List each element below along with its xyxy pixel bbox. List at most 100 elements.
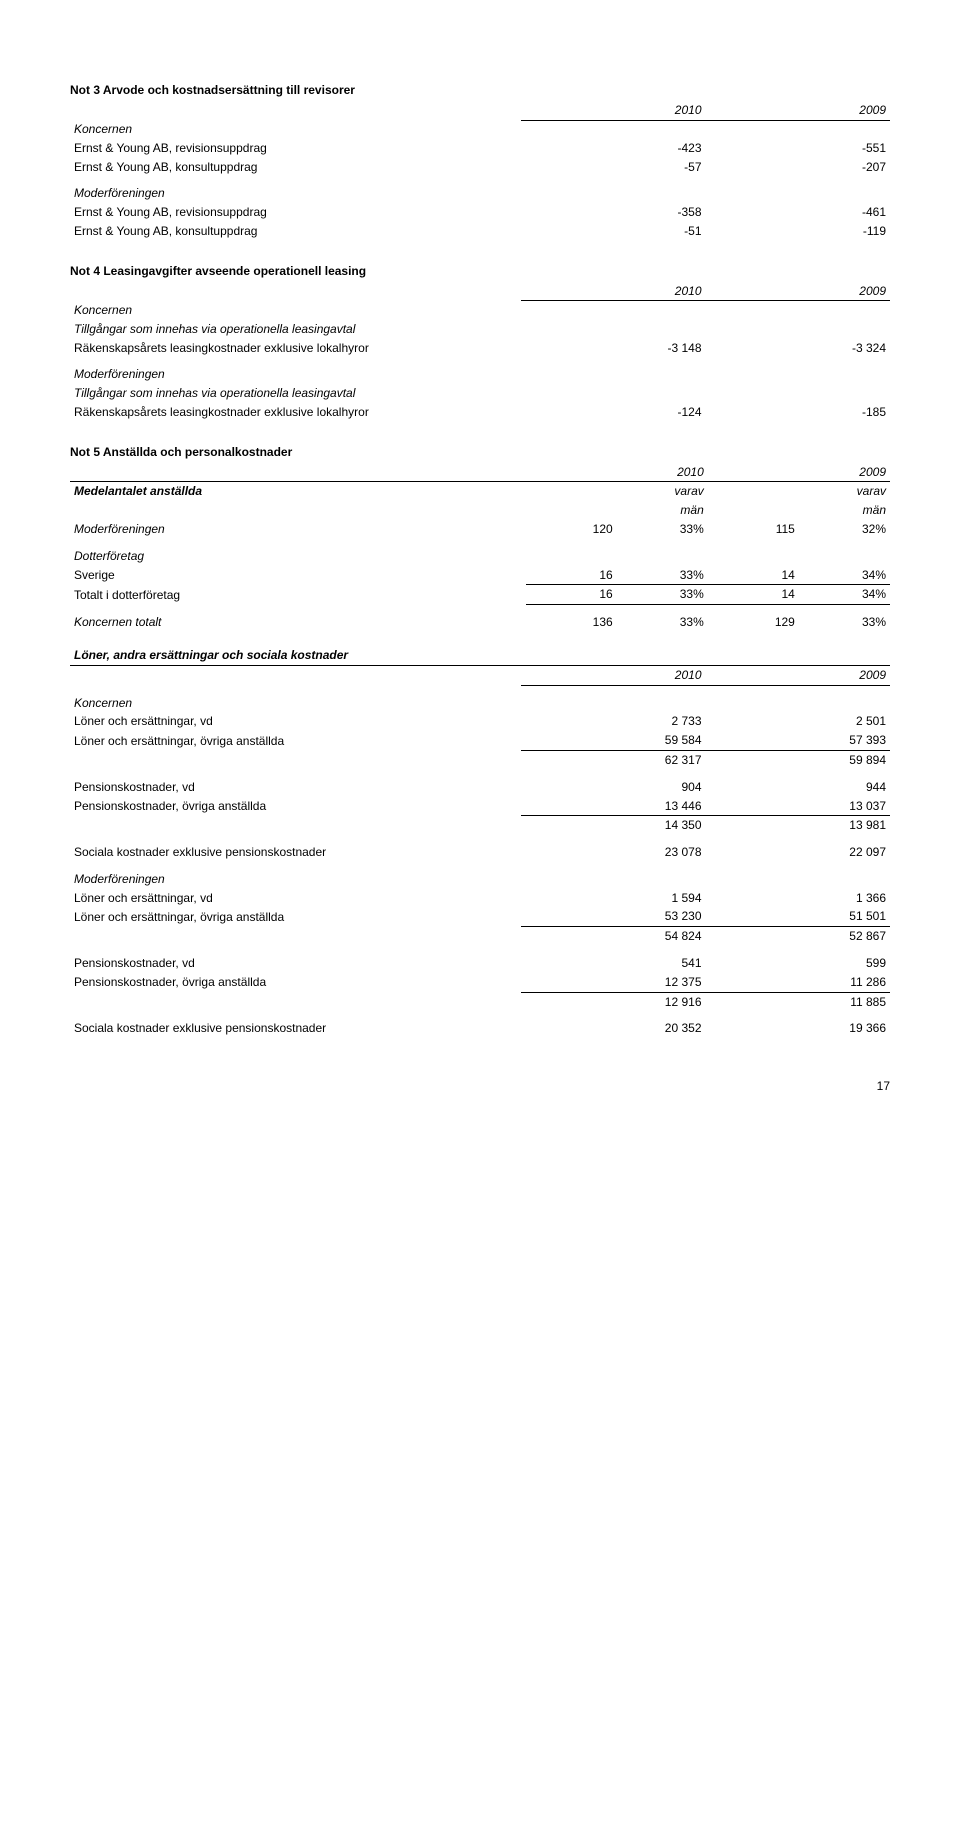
- loner-m-r4-v2: 11 286: [706, 973, 891, 992]
- loner-m-r2-v1: 53 230: [521, 907, 706, 926]
- not3-row3-v2: -461: [706, 203, 891, 222]
- not5-konctot-c2: 33%: [617, 613, 708, 632]
- loner-k-soc-label: Sociala kostnader exklusive pensionskost…: [70, 843, 521, 862]
- not4-row2-v1: -124: [521, 403, 706, 422]
- not3-row1-v1: -423: [521, 139, 706, 158]
- not3-row3-label: Ernst & Young AB, revisionsuppdrag: [70, 203, 521, 222]
- not5-konctot-label: Koncernen totalt: [70, 613, 526, 632]
- loner-k-r2-v2: 57 393: [706, 731, 891, 750]
- not5-totdott-c1: 16: [526, 585, 617, 605]
- not4-year2: 2009: [706, 282, 891, 301]
- not4-year1: 2010: [521, 282, 706, 301]
- loner-koncernen: Koncernen: [70, 694, 521, 713]
- loner-k-r3-label: Pensionskostnader, vd: [70, 778, 521, 797]
- not3-row2-v2: -207: [706, 158, 891, 177]
- loner-k-r2-label: Löner och ersättningar, övriga anställda: [70, 731, 521, 750]
- loner-m-r2-v2: 51 501: [706, 907, 891, 926]
- not4-table: 2010 2009 Koncernen Tillgångar som inneh…: [70, 282, 890, 422]
- not3-row4-v1: -51: [521, 222, 706, 241]
- loner-k-sum1-v2: 59 894: [706, 750, 891, 769]
- not5-sverige-c2: 33%: [617, 566, 708, 585]
- loner-m-r1-v1: 1 594: [521, 889, 706, 908]
- loner-m-soc-label: Sociala kostnader exklusive pensionskost…: [70, 1019, 521, 1038]
- loner-k-soc-v2: 22 097: [706, 843, 891, 862]
- not3-table: 2010 2009 Koncernen Ernst & Young AB, re…: [70, 101, 890, 241]
- not5-year2: 2009: [799, 463, 890, 482]
- loner-m-r4-v1: 12 375: [521, 973, 706, 992]
- not5-title: Not 5 Anställda och personalkostnader: [70, 444, 890, 461]
- not4-row2-label: Räkenskapsårets leasingkostnader exklusi…: [70, 403, 521, 422]
- loner-m-r1-v2: 1 366: [706, 889, 891, 908]
- loner-k-r4-label: Pensionskostnader, övriga anställda: [70, 797, 521, 816]
- loner-year2: 2009: [706, 665, 891, 685]
- not5-moder-c4: 32%: [799, 520, 890, 539]
- not5-man1: män: [617, 501, 708, 520]
- not5-sverige-c4: 34%: [799, 566, 890, 585]
- not5-moder-c1: 120: [526, 520, 617, 539]
- not5-sverige-label: Sverige: [70, 566, 526, 585]
- not3-row3-v1: -358: [521, 203, 706, 222]
- loner-m-r3-label: Pensionskostnader, vd: [70, 954, 521, 973]
- loner-k-sum2-v2: 13 981: [706, 816, 891, 835]
- loner-m-sum2-v2: 11 885: [706, 992, 891, 1011]
- not3-row2-v1: -57: [521, 158, 706, 177]
- not5-moder-c3: 115: [708, 520, 799, 539]
- loner-k-r1-v2: 2 501: [706, 712, 891, 731]
- not5-varav1: varav: [617, 482, 708, 501]
- not3-row2-label: Ernst & Young AB, konsultuppdrag: [70, 158, 521, 177]
- loner-k-r2-v1: 59 584: [521, 731, 706, 750]
- loner-m-r3-v1: 541: [521, 954, 706, 973]
- not4-koncernen: Koncernen: [70, 301, 521, 320]
- not4-row1-v2: -3 324: [706, 339, 891, 358]
- loner-k-sum1-v1: 62 317: [521, 750, 706, 769]
- loner-k-r4-v1: 13 446: [521, 797, 706, 816]
- page-number: 17: [70, 1078, 890, 1095]
- loner-k-r4-v2: 13 037: [706, 797, 891, 816]
- not5-totdott-c4: 34%: [799, 585, 890, 605]
- not4-sub1: Tillgångar som innehas via operationella…: [70, 320, 521, 339]
- not5-table: 2010 2009 Medelantalet anställda varav v…: [70, 463, 890, 632]
- loner-m-sum2-v1: 12 916: [521, 992, 706, 1011]
- not3-row4-label: Ernst & Young AB, konsultuppdrag: [70, 222, 521, 241]
- loner-m-r3-v2: 599: [706, 954, 891, 973]
- loner-m-r1-label: Löner och ersättningar, vd: [70, 889, 521, 908]
- loner-year1: 2010: [521, 665, 706, 685]
- loner-k-r3-v2: 944: [706, 778, 891, 797]
- not4-title: Not 4 Leasingavgifter avseende operation…: [70, 263, 890, 280]
- loner-m-r2-label: Löner och ersättningar, övriga anställda: [70, 907, 521, 926]
- not4-moder: Moderföreningen: [70, 365, 521, 384]
- not5-man2: män: [799, 501, 890, 520]
- not5-moder-c2: 33%: [617, 520, 708, 539]
- not3-row4-v2: -119: [706, 222, 891, 241]
- not5-konctot-c3: 129: [708, 613, 799, 632]
- loner-k-r3-v1: 904: [521, 778, 706, 797]
- not5-totdott-c2: 33%: [617, 585, 708, 605]
- not5-year1: 2010: [617, 463, 708, 482]
- loner-m-soc-v1: 20 352: [521, 1019, 706, 1038]
- not5-sverige-c1: 16: [526, 566, 617, 585]
- not3-year2: 2009: [706, 101, 891, 120]
- loner-m-sum1-v2: 52 867: [706, 927, 891, 946]
- not5-konctot-c4: 33%: [799, 613, 890, 632]
- not5-totdott-label: Totalt i dotterföretag: [70, 585, 526, 605]
- loner-k-sum2-v1: 14 350: [521, 816, 706, 835]
- not3-row1-label: Ernst & Young AB, revisionsuppdrag: [70, 139, 521, 158]
- loner-k-r1-v1: 2 733: [521, 712, 706, 731]
- not4-row2-v2: -185: [706, 403, 891, 422]
- not5-dotter: Dotterföretag: [70, 547, 526, 566]
- loner-m-r4-label: Pensionskostnader, övriga anställda: [70, 973, 521, 992]
- not5-moder-label: Moderföreningen: [70, 520, 526, 539]
- loner-title: Löner, andra ersättningar och sociala ko…: [70, 646, 521, 665]
- loner-m-soc-v2: 19 366: [706, 1019, 891, 1038]
- not5-sverige-c3: 14: [708, 566, 799, 585]
- not5-totdott-c3: 14: [708, 585, 799, 605]
- not5-konctot-c1: 136: [526, 613, 617, 632]
- not5-medel: Medelantalet anställda: [70, 482, 526, 501]
- not4-row1-label: Räkenskapsårets leasingkostnader exklusi…: [70, 339, 521, 358]
- not4-sub2: Tillgångar som innehas via operationella…: [70, 384, 521, 403]
- not3-year1: 2010: [521, 101, 706, 120]
- not3-moder: Moderföreningen: [70, 184, 521, 203]
- not5-varav2: varav: [799, 482, 890, 501]
- not3-title: Not 3 Arvode och kostnadsersättning till…: [70, 82, 890, 99]
- loner-k-soc-v1: 23 078: [521, 843, 706, 862]
